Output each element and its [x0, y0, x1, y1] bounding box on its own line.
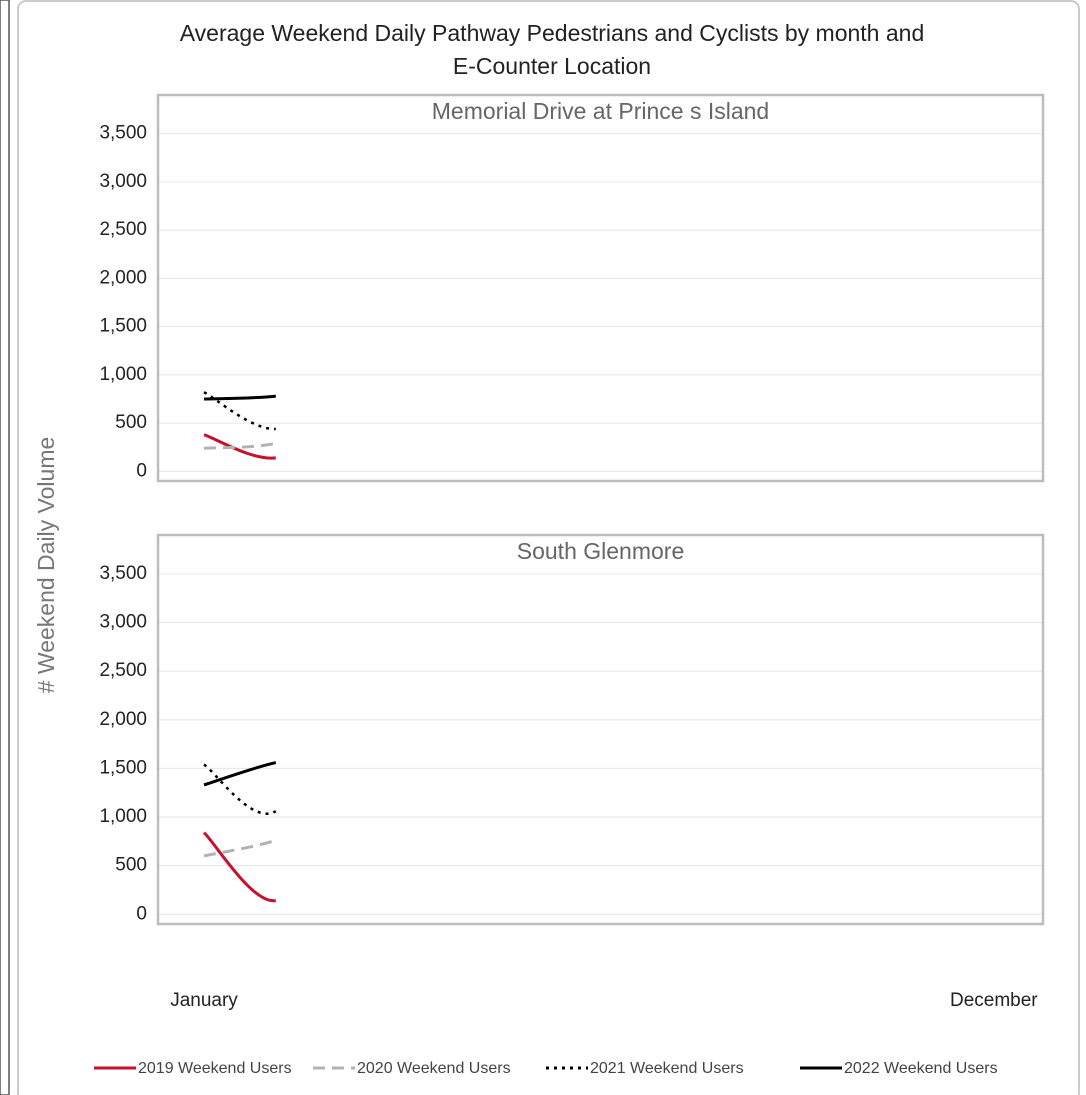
y-tick-label: 3,500	[99, 563, 147, 584]
frame	[17, 0, 1080, 1095]
y-tick-label: 1,000	[99, 806, 147, 827]
series-line	[203, 441, 277, 450]
series-line	[203, 433, 276, 460]
plot-border	[156, 93, 1045, 483]
y-tick-label: 3,000	[99, 171, 147, 192]
panel-title: South Glenmore	[517, 538, 684, 564]
series-line	[203, 763, 277, 815]
panel-title: Memorial Drive at Prince s Island	[432, 98, 769, 124]
y-tick-label: 3,500	[99, 123, 147, 144]
y-tick-label: 500	[115, 412, 147, 433]
legend-label: 2019 Weekend Users	[138, 1060, 292, 1077]
series-line	[202, 831, 277, 903]
legend-label: 2020 Weekend Users	[357, 1060, 511, 1077]
y-tick-label: 1,000	[99, 364, 147, 385]
y-tick-label: 0	[136, 460, 147, 481]
chart-title: Average Weekend Daily Pathway Pedestrian…	[180, 20, 925, 46]
y-axis-label: # Weekend Daily Volume	[33, 437, 59, 694]
side-bar	[0, 0, 10, 1095]
y-tick-label: 2,500	[99, 219, 147, 240]
y-tick-label: 2,000	[99, 709, 147, 730]
y-tick-label: 1,500	[99, 757, 147, 778]
y-tick-label: 3,000	[99, 612, 147, 633]
y-tick-label: 500	[115, 855, 147, 876]
y-tick-label: 2,000	[99, 267, 147, 288]
series-line	[203, 761, 277, 787]
series-line	[203, 838, 277, 858]
legend-label: 2021 Weekend Users	[590, 1060, 744, 1077]
legend-label: 2022 Weekend Users	[844, 1060, 998, 1077]
series-line	[203, 394, 276, 401]
plot-border	[156, 533, 1045, 926]
y-tick-label: 0	[136, 903, 147, 924]
x-tick-label: December	[950, 990, 1038, 1011]
x-tick-label: January	[170, 990, 238, 1011]
chart-title: E-Counter Location	[453, 53, 651, 79]
series-line	[203, 391, 276, 431]
y-tick-label: 1,500	[99, 316, 147, 337]
y-tick-label: 2,500	[99, 660, 147, 681]
